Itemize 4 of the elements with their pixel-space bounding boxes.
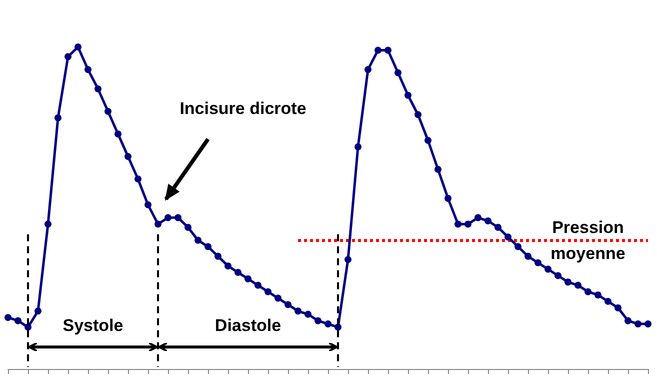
annotation: Incisure dicrote <box>180 99 306 118</box>
annotation: Diastole <box>214 316 282 335</box>
ref-line-label: Pression moyenne <box>550 218 626 264</box>
annotation: Systole <box>62 316 124 335</box>
